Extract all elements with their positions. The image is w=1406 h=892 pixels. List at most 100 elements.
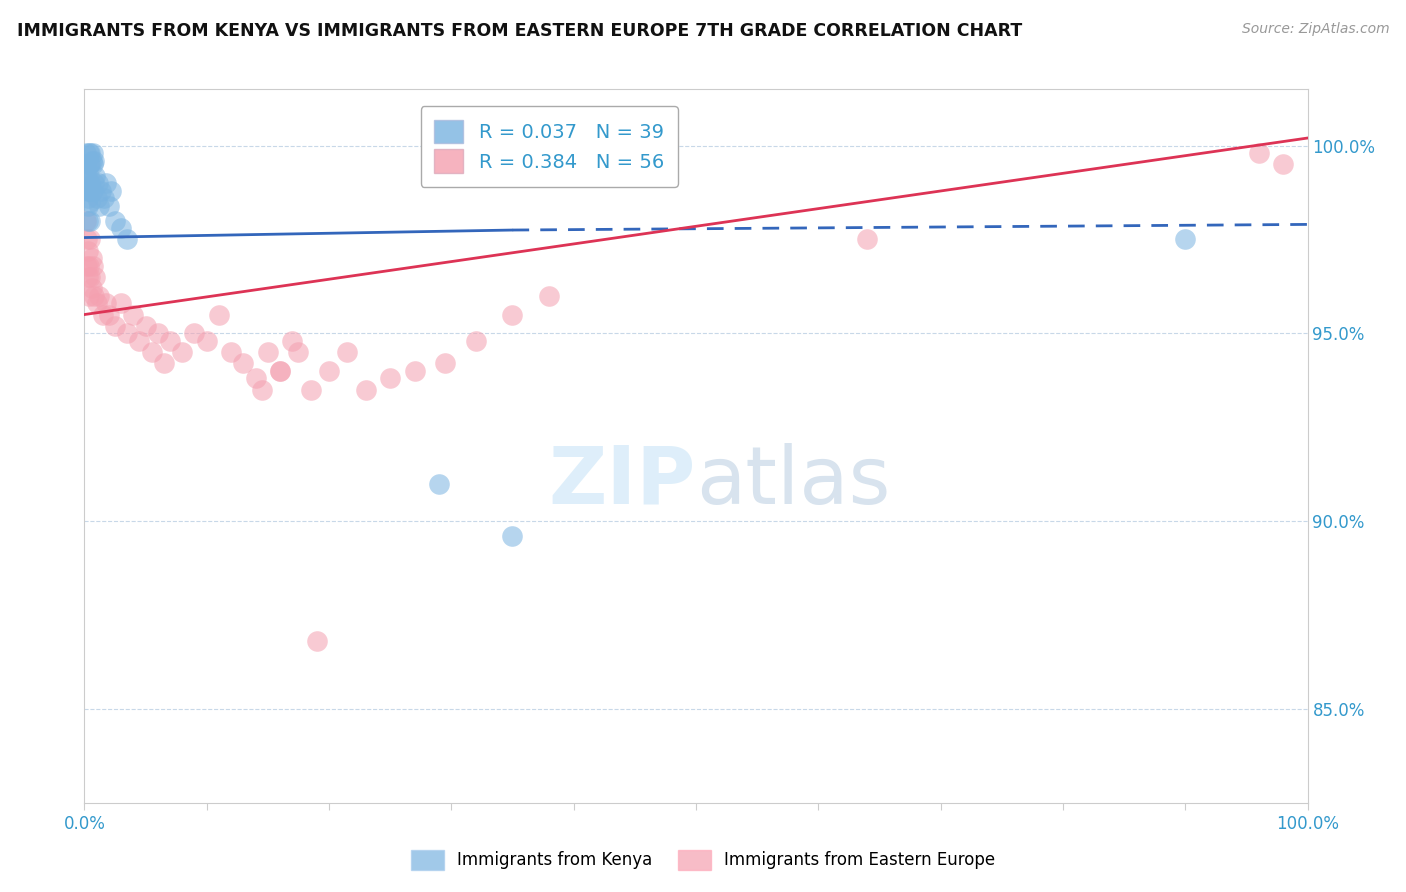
Point: [83, 153, 105, 168]
Point: [96, 176, 118, 190]
Point: [269, 364, 291, 378]
Point: [75, 157, 97, 171]
Point: [77, 184, 100, 198]
Point: [90, 184, 112, 198]
Point: [146, 326, 169, 341]
Point: [110, 296, 132, 310]
Point: [77, 169, 100, 183]
Point: [245, 371, 267, 385]
Point: [208, 308, 231, 322]
Point: [128, 334, 150, 348]
Point: [84, 169, 107, 183]
Point: [427, 476, 450, 491]
Point: [80, 251, 103, 265]
Point: [86, 296, 108, 310]
Point: [97, 199, 120, 213]
Point: [80, 184, 103, 198]
Point: [464, 334, 486, 348]
Point: [77, 191, 100, 205]
Point: [153, 356, 176, 370]
Point: [141, 345, 163, 359]
Point: [318, 364, 340, 378]
Point: [75, 146, 97, 161]
Point: [83, 176, 105, 190]
Point: [77, 184, 100, 198]
Point: [1247, 146, 1270, 161]
Point: [96, 296, 118, 310]
Point: [82, 184, 104, 198]
Point: [287, 345, 309, 359]
Point: [80, 153, 103, 168]
Point: [79, 194, 101, 209]
Point: [87, 199, 110, 213]
Point: [76, 259, 98, 273]
Text: Source: ZipAtlas.com: Source: ZipAtlas.com: [1241, 22, 1389, 37]
Point: [79, 232, 101, 246]
Point: [305, 634, 328, 648]
Point: [1174, 232, 1197, 246]
Point: [77, 157, 100, 171]
Point: [195, 334, 218, 348]
Point: [77, 244, 100, 258]
Point: [434, 356, 457, 370]
Point: [115, 232, 138, 246]
Point: [79, 146, 101, 161]
Point: [80, 281, 103, 295]
Point: [76, 232, 98, 246]
Point: [75, 213, 97, 227]
Point: [354, 383, 377, 397]
Point: [82, 259, 104, 273]
Point: [97, 308, 120, 322]
Point: [502, 308, 524, 322]
Point: [183, 326, 205, 341]
Point: [76, 169, 98, 183]
Point: [122, 308, 145, 322]
Point: [77, 270, 100, 285]
Point: [76, 176, 98, 190]
Point: [538, 289, 561, 303]
Text: ZIP: ZIP: [548, 442, 696, 521]
Point: [77, 213, 100, 227]
Point: [104, 213, 127, 227]
Point: [299, 383, 322, 397]
Point: [87, 176, 110, 190]
Point: [84, 270, 107, 285]
Point: [856, 232, 879, 246]
Point: [91, 308, 114, 322]
Point: [83, 289, 105, 303]
Point: [281, 334, 304, 348]
Point: [269, 364, 291, 378]
Point: [82, 157, 104, 171]
Point: [232, 356, 254, 370]
Point: [380, 371, 402, 385]
Point: [77, 289, 100, 303]
Point: [82, 146, 104, 161]
Point: [159, 334, 181, 348]
Point: [250, 383, 273, 397]
Point: [79, 157, 101, 171]
Point: [77, 259, 100, 273]
Point: [93, 191, 115, 205]
Point: [110, 221, 132, 235]
Legend: R = 0.037   N = 39, R = 0.384   N = 56: R = 0.037 N = 39, R = 0.384 N = 56: [420, 106, 678, 186]
Point: [86, 191, 108, 205]
Legend: Immigrants from Kenya, Immigrants from Eastern Europe: Immigrants from Kenya, Immigrants from E…: [404, 843, 1002, 877]
Point: [79, 270, 101, 285]
Point: [104, 318, 127, 333]
Point: [336, 345, 359, 359]
Point: [172, 345, 194, 359]
Point: [135, 318, 157, 333]
Point: [1272, 157, 1295, 171]
Text: atlas: atlas: [696, 442, 890, 521]
Point: [257, 345, 280, 359]
Point: [100, 184, 122, 198]
Point: [115, 326, 138, 341]
Point: [77, 199, 100, 213]
Point: [502, 529, 524, 543]
Point: [77, 146, 100, 161]
Text: IMMIGRANTS FROM KENYA VS IMMIGRANTS FROM EASTERN EUROPE 7TH GRADE CORRELATION CH: IMMIGRANTS FROM KENYA VS IMMIGRANTS FROM…: [17, 22, 1022, 40]
Point: [219, 345, 242, 359]
Point: [87, 289, 110, 303]
Point: [79, 213, 101, 227]
Point: [404, 364, 426, 378]
